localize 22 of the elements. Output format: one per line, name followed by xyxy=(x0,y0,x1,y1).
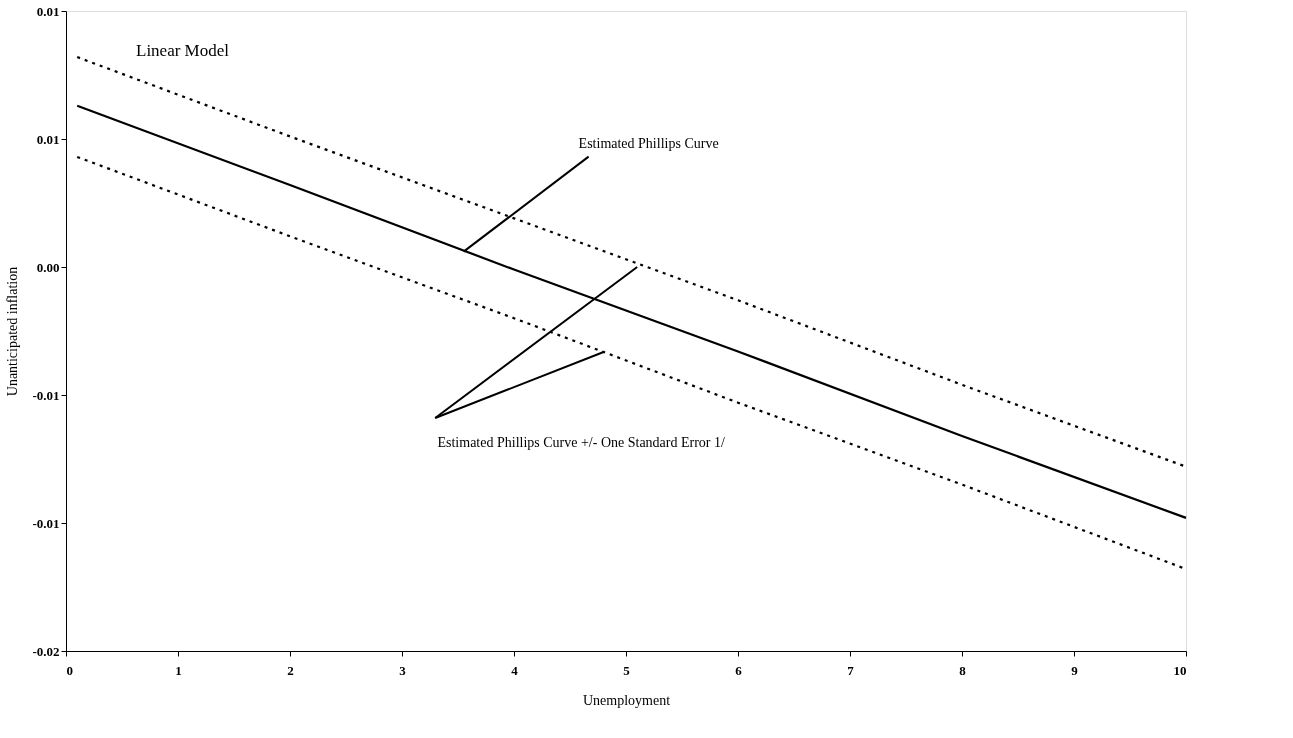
annotation: Estimated Phillips Curve xyxy=(578,135,719,151)
x-tick-label: 5 xyxy=(623,662,631,678)
x-tick-label: 10 xyxy=(1173,662,1187,678)
x-axis-title: Unemployment xyxy=(582,692,671,708)
y-tick-label: -0.01 xyxy=(32,387,60,403)
x-tick-label: 7 xyxy=(847,662,855,678)
annotation: Estimated Phillips Curve +/- One Standard Error 1/ xyxy=(437,435,726,450)
y-tick-label: 0.01 xyxy=(36,131,60,147)
x-tick-label: 6 xyxy=(735,662,743,678)
x-tick-label: 3 xyxy=(399,662,407,678)
x-tick-label: 2 xyxy=(287,662,294,678)
y-tick-label: 0.00 xyxy=(36,259,60,275)
y-tick-label: -0.01 xyxy=(32,515,60,531)
x-tick-label: 0 xyxy=(66,662,73,678)
x-tick-label: 9 xyxy=(1071,662,1079,678)
x-tick-label: 8 xyxy=(959,662,967,678)
y-axis-title: Unanticipated inflation xyxy=(5,266,21,397)
x-tick-label: 4 xyxy=(511,662,519,678)
y-tick-label: 0.01 xyxy=(36,3,60,19)
x-tick-label: 1 xyxy=(175,662,182,678)
y-tick-label: -0.02 xyxy=(32,643,60,659)
annotation: Linear Model xyxy=(136,41,230,60)
